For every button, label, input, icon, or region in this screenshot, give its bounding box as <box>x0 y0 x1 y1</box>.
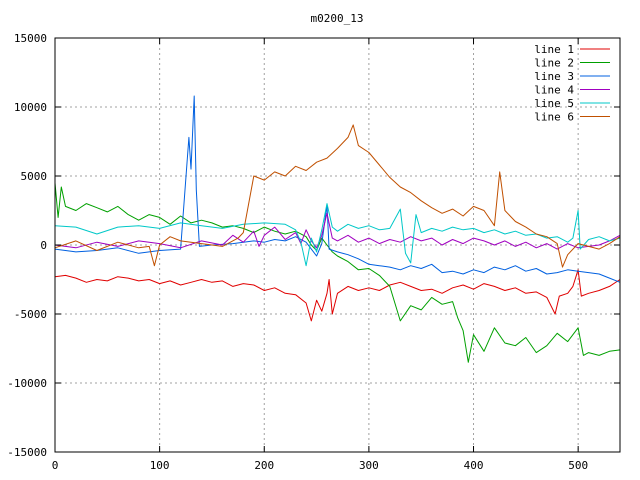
axis-ticks <box>54 37 620 453</box>
legend-label: line 6 <box>534 111 574 124</box>
x-tick-label: 200 <box>254 459 274 472</box>
x-tick-label: 500 <box>568 459 588 472</box>
grid <box>55 38 620 452</box>
chart-title: m0200_13 <box>311 12 364 25</box>
y-tick-label: -10000 <box>7 377 47 390</box>
series-line-2 <box>54 182 621 363</box>
y-tick-label: 5000 <box>21 170 48 183</box>
legend-label: line 2 <box>534 57 574 70</box>
x-tick-label: 0 <box>52 459 59 472</box>
series-line-6 <box>54 124 621 268</box>
y-tick-labels: -15000 -10000 -5000 0 5000 10000 15000 <box>7 32 47 459</box>
legend-label: line 3 <box>534 70 574 83</box>
y-tick-label: -5000 <box>14 308 47 321</box>
y-tick-label: 15000 <box>14 32 47 45</box>
series-line-5 <box>54 203 621 267</box>
series-line-4 <box>54 212 621 250</box>
y-tick-label: 10000 <box>14 101 47 114</box>
series-line-3 <box>54 95 621 283</box>
x-tick-label: 400 <box>464 459 484 472</box>
legend-label: line 1 <box>534 43 574 56</box>
legend-label: line 4 <box>534 84 574 97</box>
legend-label: line 5 <box>534 97 574 110</box>
series-lines <box>54 95 621 363</box>
x-tick-label: 300 <box>359 459 379 472</box>
y-tick-label: 0 <box>40 239 47 252</box>
y-tick-label: -15000 <box>7 446 47 459</box>
series-line-1 <box>54 269 621 322</box>
x-tick-label: 100 <box>150 459 170 472</box>
x-tick-labels: 0 100 200 300 400 500 <box>52 459 588 472</box>
